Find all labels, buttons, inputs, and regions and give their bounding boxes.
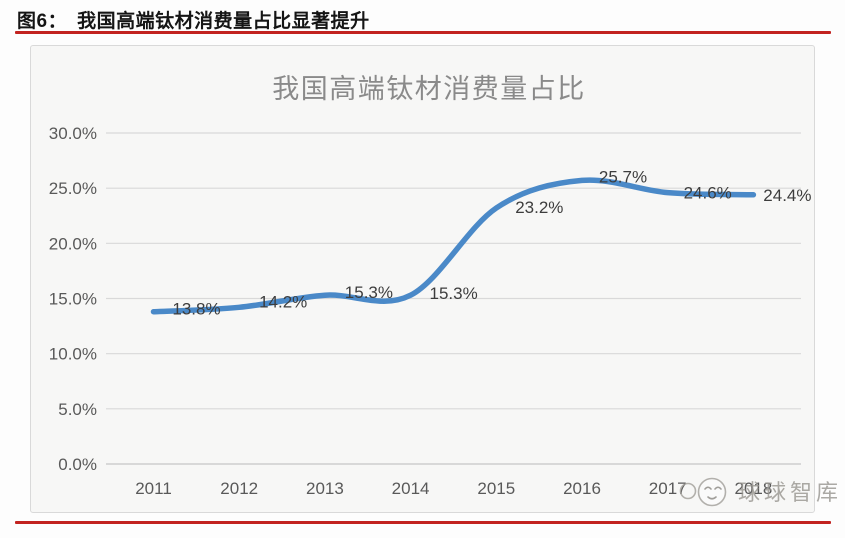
x-tick-label: 2014 [392, 479, 430, 498]
chart-card: 0.0% 5.0% 10.0% 15.0% 20.0% 25.0% 30.0% 2011 201… [30, 45, 815, 513]
x-tick-label: 2012 [220, 479, 258, 498]
series-line [150, 177, 757, 315]
data-label: 15.3% [429, 284, 477, 303]
data-label: 24.4% [763, 186, 811, 205]
y-tick-label: 10.0% [49, 345, 97, 364]
data-label: 23.2% [515, 198, 563, 217]
x-tick-label: 2011 [135, 479, 172, 498]
y-tick-label: 15.0% [49, 290, 97, 309]
red-divider-bottom [15, 521, 831, 524]
chart-title: 我国高端钛材消费量占比 [272, 74, 586, 104]
data-label: 15.3% [345, 283, 393, 302]
x-tick-label: 2015 [477, 479, 515, 498]
x-tick-label: 2017 [649, 479, 687, 498]
x-tick-label: 2018 [734, 479, 772, 498]
y-tick-label: 0.0% [58, 455, 97, 474]
line-chart: 0.0% 5.0% 10.0% 15.0% 20.0% 25.0% 30.0% 2011 201… [49, 74, 812, 498]
figure-title-text: 我国高端钛材消费量占比显著提升 [77, 11, 370, 32]
red-divider-top [15, 31, 831, 34]
data-label: 25.7% [599, 167, 647, 186]
figure-caption: 图6： 我国高端钛材消费量占比显著提升 [17, 6, 370, 33]
figure-number-label: 图6： [17, 11, 68, 32]
y-tick-label: 20.0% [49, 234, 97, 253]
data-label: 14.2% [259, 292, 307, 311]
y-tick-label: 25.0% [49, 179, 97, 198]
data-label: 24.6% [684, 184, 732, 203]
x-tick-label: 2016 [563, 479, 601, 498]
y-tick-label: 5.0% [58, 400, 97, 419]
x-tick-label: 2013 [306, 479, 344, 498]
y-tick-label: 30.0% [49, 124, 97, 143]
data-label: 13.8% [172, 300, 220, 319]
